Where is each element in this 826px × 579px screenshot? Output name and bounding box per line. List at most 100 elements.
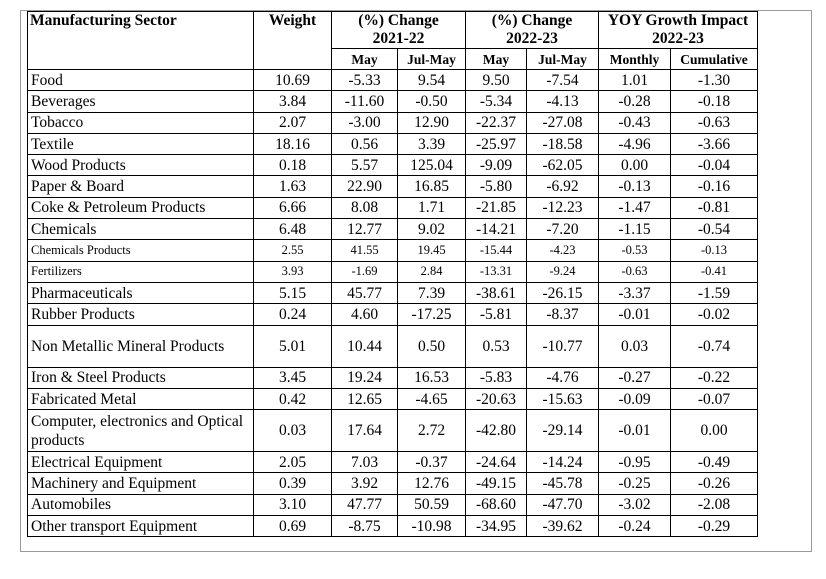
subheader-may-2022-23: May xyxy=(465,48,527,70)
sector-name: Paper & Board xyxy=(27,175,254,198)
jul-may-2021-22-cell: 19.45 xyxy=(397,239,466,262)
weight-cell: 0.18 xyxy=(253,154,332,177)
cumulative-impact-cell: -0.22 xyxy=(670,366,758,389)
may-2021-22-cell: 4.60 xyxy=(331,303,398,326)
jul-may-2022-23-cell: -26.15 xyxy=(526,281,599,305)
weight-cell: 3.84 xyxy=(253,90,332,113)
may-2022-23-cell: -5.34 xyxy=(465,90,527,113)
jul-may-2022-23-cell: -6.92 xyxy=(526,175,599,198)
weight-cell: 6.66 xyxy=(253,196,332,220)
jul-may-2022-23-cell: -27.08 xyxy=(526,111,599,134)
weight-cell: 2.05 xyxy=(253,451,332,474)
table-row: Rubber Products 0.24 4.60 -17.25 -5.81 -… xyxy=(27,303,758,326)
may-2022-23-cell: -5.83 xyxy=(465,366,527,389)
cumulative-impact-cell: -0.63 xyxy=(670,111,758,134)
jul-may-2022-23-cell: -39.62 xyxy=(526,515,599,538)
cumulative-impact-cell: -0.54 xyxy=(670,218,758,241)
may-2022-23-cell: -38.61 xyxy=(465,281,527,305)
cumulative-impact-cell: -1.59 xyxy=(670,281,758,305)
may-2021-22-cell: 19.24 xyxy=(331,366,398,389)
monthly-impact-cell: -0.95 xyxy=(598,451,671,474)
weight-cell: 2.55 xyxy=(253,239,332,262)
weight-cell: 5.15 xyxy=(253,281,332,305)
change-2021-22-header: (%) Change 2021-22 xyxy=(331,11,466,49)
jul-may-2021-22-cell: 125.04 xyxy=(397,154,466,177)
jul-may-2022-23-cell: -9.24 xyxy=(526,260,599,283)
table-body: Food 10.69 -5.33 9.54 9.50 -7.54 1.01 -1… xyxy=(27,68,758,538)
subheader-monthly: Monthly xyxy=(598,48,671,70)
may-2021-22-cell: -1.69 xyxy=(331,260,398,283)
monthly-impact-cell: -1.15 xyxy=(598,218,671,241)
jul-may-2022-23-cell: -7.54 xyxy=(526,68,599,92)
sector-name: Non Metallic Mineral Products xyxy=(27,324,254,368)
yoy-impact-header: YOY Growth Impact 2022-23 xyxy=(598,11,758,49)
jul-may-2021-22-cell: 12.76 xyxy=(397,472,466,495)
weight-cell: 10.69 xyxy=(253,68,332,92)
sector-header: Manufacturing Sector xyxy=(27,11,254,70)
sector-name: Electrical Equipment xyxy=(27,451,254,474)
may-2022-23-cell: -9.09 xyxy=(465,154,527,177)
may-2022-23-cell: -24.64 xyxy=(465,451,527,474)
jul-may-2021-22-cell: 9.02 xyxy=(397,218,466,241)
sector-name: Textile xyxy=(27,132,254,156)
table-row: Fertilizers 3.93 -1.69 2.84 -13.31 -9.24… xyxy=(27,260,758,283)
sector-name: Fertilizers xyxy=(27,260,254,283)
weight-cell: 0.39 xyxy=(253,472,332,495)
weight-cell: 1.63 xyxy=(253,175,332,198)
sector-name: Fabricated Metal xyxy=(27,387,254,411)
may-2022-23-cell: -20.63 xyxy=(465,387,527,411)
may-2021-22-cell: 12.65 xyxy=(331,387,398,411)
jul-may-2022-23-cell: -7.20 xyxy=(526,218,599,241)
may-2021-22-cell: -3.00 xyxy=(331,111,398,134)
jul-may-2021-22-cell: 7.39 xyxy=(397,281,466,305)
sector-name: Computer, electronics and Optical produc… xyxy=(27,409,254,453)
may-2021-22-cell: 12.77 xyxy=(331,218,398,241)
sector-name: Machinery and Equipment xyxy=(27,472,254,495)
subheader-may-2021-22: May xyxy=(331,48,398,70)
jul-may-2021-22-cell: 2.72 xyxy=(397,409,466,453)
jul-may-2021-22-cell: -17.25 xyxy=(397,303,466,326)
weight-cell: 3.10 xyxy=(253,493,332,517)
sector-name: Other transport Equipment xyxy=(27,515,254,538)
sector-name: Chemicals xyxy=(27,218,254,241)
monthly-impact-cell: -4.96 xyxy=(598,132,671,156)
jul-may-2022-23-cell: -4.76 xyxy=(526,366,599,389)
may-2021-22-cell: 45.77 xyxy=(331,281,398,305)
cumulative-impact-cell: -0.16 xyxy=(670,175,758,198)
jul-may-2021-22-cell: 0.50 xyxy=(397,324,466,368)
weight-cell: 3.93 xyxy=(253,260,332,283)
monthly-impact-cell: -0.53 xyxy=(598,239,671,262)
table-row: Iron & Steel Products 3.45 19.24 16.53 -… xyxy=(27,366,758,389)
jul-may-2022-23-cell: -10.77 xyxy=(526,324,599,368)
cumulative-impact-cell: -0.07 xyxy=(670,387,758,411)
table-row: Chemicals Products 2.55 41.55 19.45 -15.… xyxy=(27,239,758,262)
weight-cell: 0.03 xyxy=(253,409,332,453)
sector-name: Wood Products xyxy=(27,154,254,177)
weight-cell: 3.45 xyxy=(253,366,332,389)
may-2022-23-cell: -5.80 xyxy=(465,175,527,198)
may-2021-22-cell: -5.33 xyxy=(331,68,398,92)
monthly-impact-cell: -0.01 xyxy=(598,303,671,326)
monthly-impact-cell: 0.00 xyxy=(598,154,671,177)
monthly-impact-cell: 0.03 xyxy=(598,324,671,368)
sector-name: Pharmaceuticals xyxy=(27,281,254,305)
jul-may-2021-22-cell: 9.54 xyxy=(397,68,466,92)
table-frame: Manufacturing Sector Weight (%) Change 2… xyxy=(20,10,812,552)
jul-may-2021-22-cell: 50.59 xyxy=(397,493,466,517)
may-2022-23-cell: -49.15 xyxy=(465,472,527,495)
weight-cell: 18.16 xyxy=(253,132,332,156)
yoy-impact-line1: YOY Growth Impact xyxy=(607,12,749,30)
monthly-impact-cell: -1.47 xyxy=(598,196,671,220)
jul-may-2021-22-cell: 1.71 xyxy=(397,196,466,220)
jul-may-2022-23-cell: -29.14 xyxy=(526,409,599,453)
may-2021-22-cell: 17.64 xyxy=(331,409,398,453)
sector-name: Automobiles xyxy=(27,493,254,517)
may-2022-23-cell: -68.60 xyxy=(465,493,527,517)
weight-cell: 0.69 xyxy=(253,515,332,538)
monthly-impact-cell: -0.01 xyxy=(598,409,671,453)
jul-may-2021-22-cell: -0.37 xyxy=(397,451,466,474)
sector-name: Chemicals Products xyxy=(27,239,254,262)
table-row: Wood Products 0.18 5.57 125.04 -9.09 -62… xyxy=(27,154,758,177)
manufacturing-growth-table: Manufacturing Sector Weight (%) Change 2… xyxy=(27,11,758,538)
sector-name: Food xyxy=(27,68,254,92)
